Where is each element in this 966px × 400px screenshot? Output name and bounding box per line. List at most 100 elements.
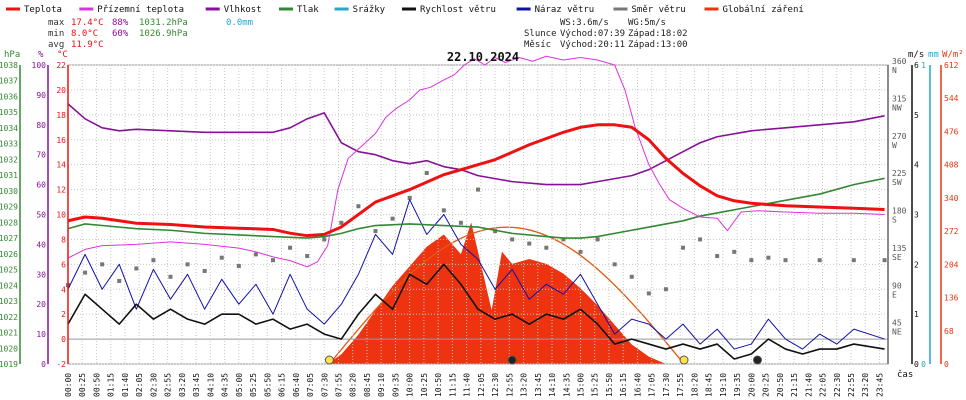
dir-name-label: W	[892, 141, 897, 150]
pct-tick-label: 30	[36, 270, 46, 279]
time-tick-label: 18:45	[705, 373, 714, 397]
wm2-tick-label: 408	[944, 161, 959, 170]
dir-deg-label: 225	[892, 169, 907, 178]
hpa-tick-label: 1019	[0, 360, 18, 369]
temp-tick-label: 16	[56, 136, 66, 145]
time-tick-label: 11:15	[448, 373, 457, 397]
wind-direction-point	[390, 216, 395, 221]
time-tick-label: 12:55	[505, 373, 514, 397]
legend-label: Vlhkost	[224, 5, 262, 15]
dir-name-label: E	[892, 290, 897, 299]
temperature-line	[67, 123, 885, 238]
wind-direction-point	[339, 220, 344, 225]
dir-deg-label: 180	[892, 207, 907, 216]
temp-tick-label: 12	[56, 186, 66, 195]
stats-max-press: 1031.2hPa	[139, 18, 188, 28]
temp-tick-label: 2	[61, 310, 66, 319]
stats-max-rain: 0.0mm	[226, 18, 253, 28]
wind-direction-point	[373, 229, 378, 234]
pct-tick-label: 80	[36, 121, 46, 130]
wm2-tick-label: 0	[944, 360, 949, 369]
info-sun-label: Slunce	[524, 29, 557, 39]
time-tick-label: 12:05	[477, 373, 486, 397]
time-tick-label: 05:00	[235, 373, 244, 397]
pct-tick-label: 20	[36, 300, 46, 309]
stats-avg-temp: 11.9°C	[71, 40, 104, 50]
dir-deg-label: 270	[892, 132, 907, 141]
wind-direction-point	[83, 270, 88, 275]
pct-tick-label: 90	[36, 91, 46, 100]
temp-tick-label: 14	[56, 161, 66, 170]
time-tick-label: 10:00	[406, 373, 415, 397]
legend-label: Náraz větru	[535, 5, 595, 15]
stats-min-label: min	[48, 29, 64, 39]
hpa-tick-label: 1032	[0, 155, 18, 164]
hpa-tick-label: 1027	[0, 234, 18, 243]
wm2-tick-label: 68	[944, 327, 954, 336]
time-tick-label: 09:35	[391, 373, 400, 397]
hpa-tick-label: 1020	[0, 344, 18, 353]
time-tick-label: 14:35	[562, 373, 571, 397]
pct-tick-label: 10	[36, 330, 46, 339]
ms-tick-label: 0	[914, 360, 919, 369]
time-tick-label: 15:00	[577, 373, 586, 397]
dir-deg-label: 90	[892, 281, 902, 290]
ms-tick-label: 6	[914, 61, 919, 70]
wind-direction-point	[882, 258, 887, 263]
pct-tick-label: 40	[36, 240, 46, 249]
dir-name-label: NW	[892, 103, 902, 112]
time-tick-label: 22:05	[819, 373, 828, 397]
wm2-tick-label: 136	[944, 294, 959, 303]
clear-sky-radiation-curve	[328, 226, 685, 365]
legend-label: Teplota	[24, 5, 62, 15]
time-tick-label: 09:10	[377, 373, 386, 397]
time-tick-label: 08:45	[363, 373, 372, 397]
wind-direction-point	[100, 262, 105, 267]
ms-tick-label: 5	[914, 111, 919, 120]
dir-name-label: SE	[892, 253, 902, 262]
info-ws: WS:3.6m/s	[560, 18, 609, 28]
time-tick-label: 14:10	[548, 373, 557, 397]
wind-direction-point	[681, 245, 685, 250]
wind-direction-point	[663, 287, 668, 292]
wind-direction-point	[851, 258, 856, 263]
time-tick-label: 22:30	[833, 373, 842, 397]
hpa-tick-label: 1030	[0, 187, 18, 196]
legend: Teplota Přízemní teplota Vlhkost Tlak Srážky…	[6, 5, 804, 15]
dir-name-label: NE	[892, 328, 902, 337]
wind-direction-point	[510, 237, 515, 242]
hpa-tick-label: 1022	[0, 313, 18, 322]
time-tick-label: 02:05	[135, 373, 144, 397]
time-tick-label: 17:05	[648, 373, 657, 397]
wind-direction-point	[288, 245, 293, 250]
stats-max-temp: 17.4°C	[71, 18, 104, 28]
info-sun-rise: Východ:07:39	[560, 29, 625, 39]
time-tick-label: 17:30	[662, 373, 671, 397]
pct-tick-label: 0	[41, 360, 46, 369]
wm2-tick-label: 612	[944, 61, 959, 70]
temp-tick-label: -2	[56, 360, 66, 369]
wind-direction-point	[253, 252, 258, 257]
time-tick-label: 05:50	[263, 373, 272, 397]
wm2-unit-label: W/m²	[942, 50, 964, 60]
moonset-marker	[507, 355, 517, 365]
wind-direction-point	[458, 220, 463, 225]
time-tick-label: 16:40	[633, 373, 642, 397]
chart-title: 22.10.2024	[447, 50, 519, 64]
time-tick-label: 22:55	[847, 373, 856, 397]
wind-direction-point	[356, 204, 361, 209]
time-tick-label: 18:20	[690, 373, 699, 397]
legend-label: Přízemní teplota	[97, 5, 184, 15]
stats-avg-label: avg	[48, 40, 64, 50]
wind-direction-point	[698, 237, 703, 242]
time-tick-label: 13:20	[520, 373, 529, 397]
temp-unit-label: °C	[57, 50, 68, 60]
time-tick-label: 07:30	[320, 373, 329, 397]
time-tick-label: 07:05	[306, 373, 315, 397]
hpa-tick-label: 1023	[0, 297, 18, 306]
wm2-tick-label: 272	[944, 227, 959, 236]
stats-max-label: max	[48, 18, 65, 28]
dir-name-label: N	[892, 66, 897, 75]
time-tick-label: 10:50	[434, 373, 443, 397]
dir-deg-label: 45	[892, 319, 902, 328]
